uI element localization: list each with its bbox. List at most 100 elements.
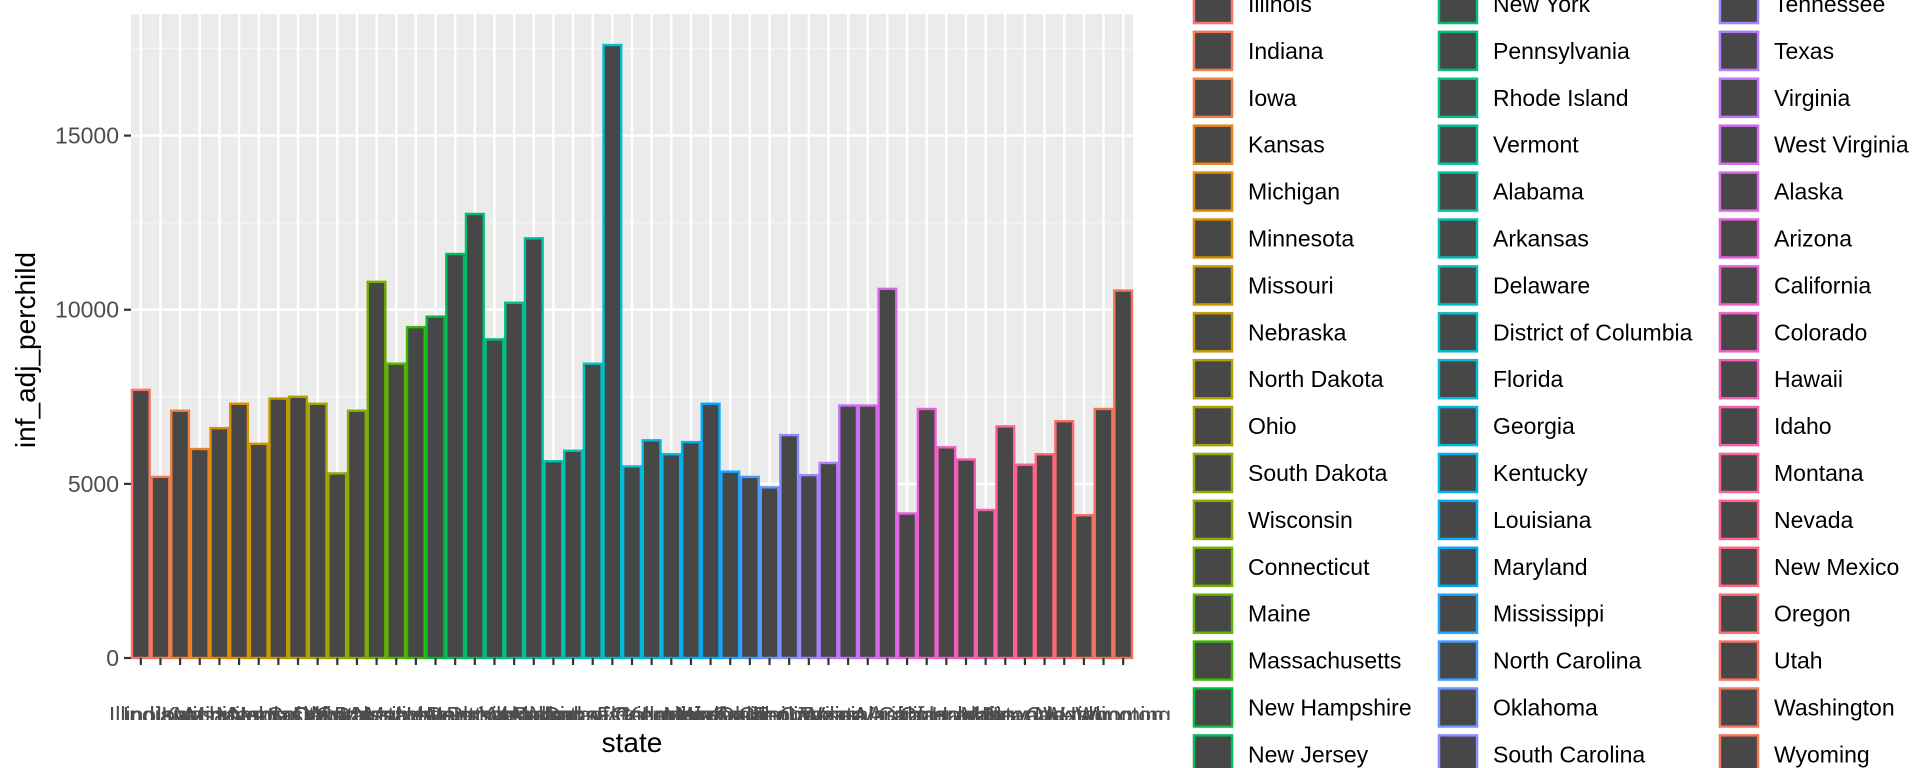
bar-massachusetts (405, 325, 426, 660)
bar-california (916, 407, 937, 660)
legend-label-missouri: Missouri (1248, 272, 1334, 298)
x-tick-label: Nebraska (229, 702, 328, 728)
x-tick-label: New Hampshire (354, 702, 518, 728)
x-tick-label: Washington (1043, 702, 1164, 728)
legend-key-wisconsin (1192, 499, 1234, 541)
x-tick-label: Mississippi (675, 702, 786, 728)
legend-label-delaware: Delaware (1493, 272, 1590, 298)
bar-oregon (1054, 419, 1075, 660)
legend: Illinois Indiana Iowa Kansas Michigan Minneso… (1192, 0, 1909, 768)
legend-label-oklahoma: Oklahoma (1493, 695, 1598, 721)
legend-label-california: California (1774, 272, 1871, 298)
legend-key-nebraska (1192, 312, 1234, 353)
legend-key-california (1718, 265, 1760, 306)
legend-label-kansas: Kansas (1248, 132, 1325, 158)
legend-key-texas (1718, 30, 1760, 72)
legend-key-west-virginia (1718, 124, 1760, 165)
legend-key-new-hampshire (1192, 687, 1234, 728)
legend-label-alaska: Alaska (1774, 179, 1843, 205)
bar-virginia (838, 404, 859, 660)
x-tick-label: Alaska (853, 702, 922, 728)
x-tick-label: South Carolina (713, 702, 865, 728)
legend-label-montana: Montana (1774, 460, 1864, 486)
legend-label-louisiana: Louisiana (1493, 507, 1592, 533)
legend-key-vermont (1437, 124, 1479, 165)
legend-label-washington: Washington (1774, 695, 1895, 721)
bar-texas (818, 461, 839, 660)
legend-label-north-dakota: North Dakota (1248, 366, 1384, 392)
bar-louisiana (680, 440, 701, 660)
legend-label-nevada: Nevada (1774, 507, 1853, 533)
legend-key-south-carolina (1437, 734, 1479, 768)
bar-illinois (130, 388, 151, 660)
legend-label-alabama: Alabama (1493, 179, 1584, 205)
bar-west-virginia (857, 404, 878, 660)
x-tick-label: Ohio (293, 702, 342, 728)
x-tick-label: Wyoming (1075, 702, 1171, 728)
legend-label-arizona: Arizona (1774, 226, 1852, 252)
x-tick-label: North Dakota (230, 702, 366, 728)
legend-label-michigan: Michigan (1248, 179, 1340, 205)
y-tick-label: 0 (106, 645, 119, 671)
x-tick-label: Vermont (491, 702, 577, 728)
legend-key-alaska (1718, 171, 1760, 212)
legend-label-maine: Maine (1248, 601, 1311, 627)
bar-vermont (523, 237, 544, 660)
legend-label-ohio: Ohio (1248, 413, 1297, 439)
x-tick-label: Massachusetts (339, 702, 492, 728)
bar-nevada (1014, 463, 1035, 660)
x-tick-labels: IllinoisIndianaIowaKansasMichiganMinneso… (109, 702, 1171, 728)
x-tick-label: District of Columbia (513, 702, 713, 728)
bar-north-dakota (287, 395, 309, 660)
bar-new-york (464, 212, 485, 660)
bar-wyoming (1113, 289, 1134, 660)
x-tick-label: Missouri (216, 702, 302, 728)
bar-district-of-columbia (602, 43, 623, 660)
x-tick-label: Utah (1060, 702, 1109, 728)
x-tick-label: Pennsylvania (426, 702, 563, 728)
legend-label-indiana: Indiana (1248, 38, 1324, 64)
legend-key-illinois (1192, 0, 1234, 25)
legend-key-nevada (1718, 499, 1760, 541)
bar-missouri (248, 442, 269, 660)
bar-mississippi (720, 470, 741, 660)
legend-label-hawaii: Hawaii (1774, 366, 1843, 392)
bar-wisconsin (346, 409, 367, 660)
x-tick-label: Tennessee (753, 702, 864, 728)
legend-key-new-mexico (1718, 546, 1760, 587)
bar-maryland (700, 402, 721, 660)
legend-key-kentucky (1437, 452, 1479, 494)
x-tick-label: Florida (597, 702, 668, 728)
x-tick-label: Kansas (161, 702, 238, 728)
legend-label-oregon: Oregon (1774, 601, 1851, 627)
legend-label-district-of-columbia: District of Columbia (1493, 319, 1693, 345)
x-tick-label: Maine (365, 702, 428, 728)
legend-key-new-jersey (1192, 734, 1234, 768)
x-tick-label: Kentucky (624, 702, 719, 728)
legend-label-massachusetts: Massachusetts (1248, 648, 1401, 674)
bars (130, 43, 1134, 660)
bar-minnesota (229, 402, 250, 660)
legend-label-new-jersey: New Jersey (1248, 741, 1369, 767)
legend-label-florida: Florida (1493, 366, 1564, 392)
legend-label-texas: Texas (1774, 38, 1834, 64)
legend-label-wyoming: Wyoming (1774, 741, 1870, 767)
legend-key-washington (1718, 687, 1760, 728)
legend-key-maryland (1437, 546, 1479, 587)
x-tick-label: Texas (798, 702, 858, 728)
x-tick-label: Georgia (611, 702, 693, 728)
y-tick-label: 10000 (55, 297, 119, 323)
x-tick-label: North Carolina (676, 702, 824, 728)
legend-key-district-of-columbia (1437, 312, 1479, 353)
legend-label-iowa: Iowa (1248, 85, 1297, 111)
legend-key-indiana (1192, 30, 1234, 72)
bar-rhode-island (504, 301, 525, 660)
legend-label-utah: Utah (1774, 648, 1823, 674)
x-tick-label: Maryland (663, 702, 758, 728)
legend-key-iowa (1192, 77, 1234, 119)
bar-hawaii (955, 458, 977, 660)
legend-label-idaho: Idaho (1774, 413, 1832, 439)
legend-label-connecticut: Connecticut (1248, 554, 1370, 580)
y-axis-title: inf_adj_perchild (10, 252, 41, 448)
